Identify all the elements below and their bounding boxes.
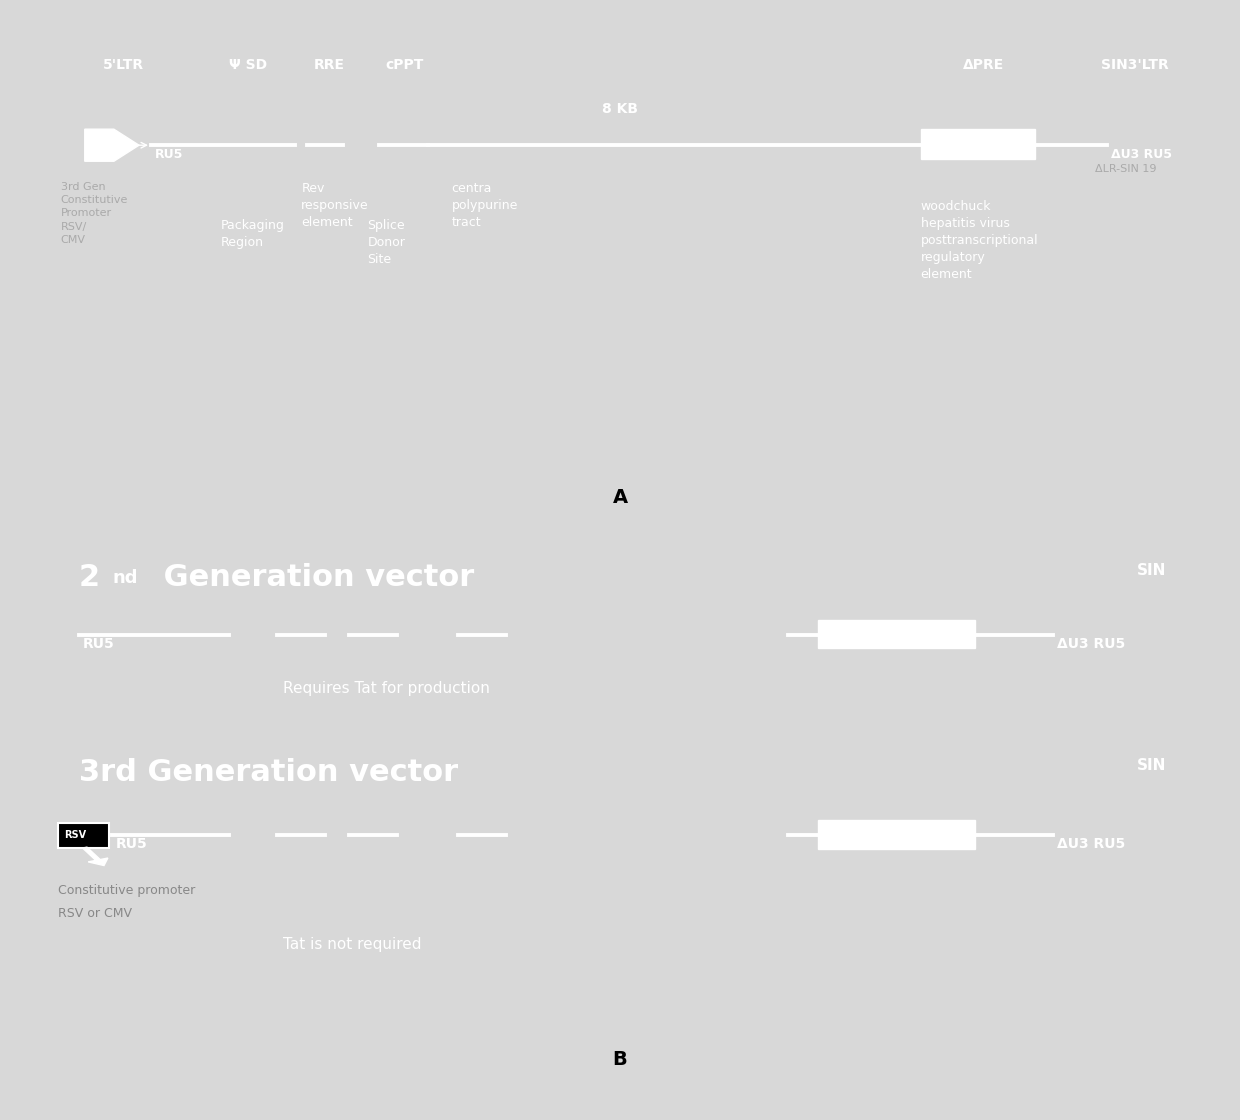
Text: ΔU3 RU5: ΔU3 RU5 (1056, 637, 1125, 651)
Text: RRE: RRE (314, 58, 345, 72)
Text: ΔLR-SIN 19: ΔLR-SIN 19 (1095, 164, 1157, 174)
Text: cPPT: cPPT (386, 58, 424, 72)
Text: Constitutive promoter: Constitutive promoter (58, 884, 196, 896)
Text: centra
polypurine
tract: centra polypurine tract (451, 181, 518, 228)
Text: B: B (613, 1049, 627, 1068)
FancyArrow shape (83, 847, 108, 866)
Text: A: A (613, 488, 627, 506)
Text: RU5: RU5 (82, 637, 114, 651)
Bar (58, 823, 109, 848)
Text: ΔU3 RU5: ΔU3 RU5 (1056, 838, 1125, 851)
Bar (818, 820, 975, 849)
Bar (921, 129, 1035, 159)
FancyArrow shape (84, 129, 139, 161)
Text: Packaging
Region: Packaging Region (221, 218, 284, 249)
Bar (818, 620, 975, 648)
Text: 3rd Generation vector: 3rd Generation vector (79, 758, 458, 786)
Text: 2: 2 (79, 562, 100, 591)
Text: nd: nd (113, 569, 138, 587)
Text: woodchuck
hepatitis virus
posttranscriptional
regulatory
element: woodchuck hepatitis virus posttranscript… (921, 200, 1038, 281)
Text: Splice
Donor
Site: Splice Donor Site (367, 218, 405, 265)
Text: Tat is not required: Tat is not required (283, 937, 422, 952)
Text: Generation vector: Generation vector (154, 562, 475, 591)
Text: Ψ SD: Ψ SD (229, 58, 267, 72)
Text: RU5: RU5 (117, 838, 148, 851)
Text: Rev
responsive
element: Rev responsive element (301, 181, 368, 228)
Text: SIN: SIN (1137, 758, 1167, 773)
Text: SIN: SIN (1137, 562, 1167, 578)
Text: SIN3'LTR: SIN3'LTR (1101, 58, 1169, 72)
Text: 3rd Gen
Constitutive
Promoter
RSV/
CMV: 3rd Gen Constitutive Promoter RSV/ CMV (61, 181, 128, 244)
Text: 8 KB: 8 KB (601, 102, 639, 115)
Text: ΔU3 RU5: ΔU3 RU5 (1111, 148, 1172, 160)
Text: RSV: RSV (64, 830, 87, 840)
Text: 5'LTR: 5'LTR (103, 58, 144, 72)
Text: RU5: RU5 (155, 148, 182, 160)
Text: Requires Tat for production: Requires Tat for production (283, 681, 490, 696)
Text: ΔPRE: ΔPRE (962, 58, 1004, 72)
Text: RSV or CMV: RSV or CMV (58, 906, 133, 920)
